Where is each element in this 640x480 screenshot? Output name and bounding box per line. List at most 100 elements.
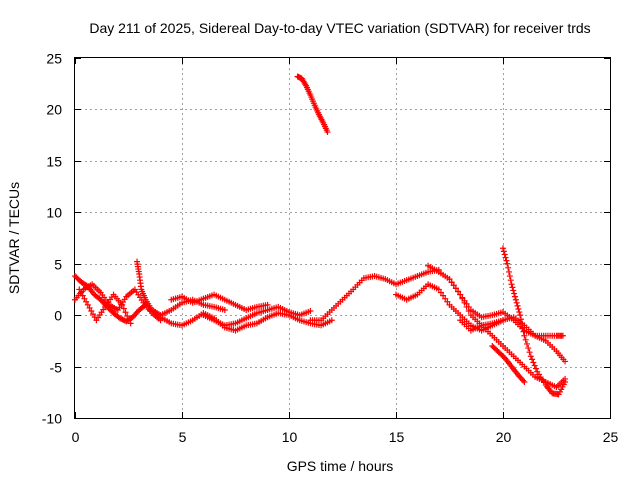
series-track-6 bbox=[168, 291, 271, 313]
data-point bbox=[86, 304, 93, 311]
data-point bbox=[221, 307, 228, 313]
data-point bbox=[500, 248, 507, 255]
data-point bbox=[511, 290, 518, 297]
data-point bbox=[76, 286, 83, 293]
data-point bbox=[507, 277, 514, 284]
data-point bbox=[509, 284, 516, 291]
data-point bbox=[517, 312, 524, 319]
data-point bbox=[532, 365, 539, 372]
data-point bbox=[505, 264, 512, 271]
data-point bbox=[437, 289, 444, 296]
data-point bbox=[562, 358, 569, 365]
x-tick-label: 0 bbox=[72, 429, 80, 445]
data-point bbox=[504, 260, 511, 267]
data-point bbox=[324, 129, 331, 136]
data-point bbox=[79, 292, 86, 299]
y-tick-label: 25 bbox=[46, 51, 62, 67]
series-track-14 bbox=[489, 343, 528, 385]
series-track-3 bbox=[76, 286, 134, 327]
data-point bbox=[77, 289, 84, 296]
data-point bbox=[501, 251, 508, 258]
data-point bbox=[521, 332, 528, 339]
data-point bbox=[89, 311, 96, 318]
y-tick-label: 20 bbox=[46, 102, 62, 118]
x-tick-label: 5 bbox=[179, 429, 187, 445]
data-point bbox=[508, 281, 515, 288]
data-point bbox=[502, 254, 509, 261]
data-point bbox=[463, 303, 470, 310]
data-point bbox=[519, 324, 526, 331]
data-point bbox=[124, 312, 131, 319]
data-point bbox=[506, 273, 513, 280]
data-point bbox=[520, 328, 527, 335]
x-axis-label: GPS time / hours bbox=[287, 458, 394, 474]
y-tick-label: 15 bbox=[46, 154, 62, 170]
data-point bbox=[500, 245, 506, 252]
data-point bbox=[513, 299, 520, 306]
data-point bbox=[442, 295, 449, 302]
series-track-8 bbox=[294, 73, 331, 136]
chart-title: Day 211 of 2025, Sidereal Day-to-day VTE… bbox=[89, 20, 590, 36]
y-tick-label: 5 bbox=[54, 257, 62, 273]
data-point bbox=[459, 295, 466, 302]
data-point bbox=[515, 305, 522, 312]
data-point bbox=[461, 299, 468, 306]
series-track-15 bbox=[500, 245, 569, 398]
data-point bbox=[516, 309, 523, 316]
x-tick-label: 15 bbox=[389, 429, 405, 445]
series-track-7 bbox=[200, 303, 314, 329]
data-point bbox=[440, 292, 447, 299]
data-point bbox=[83, 298, 90, 305]
x-tick-label: 20 bbox=[496, 429, 512, 445]
x-tick-label: 25 bbox=[603, 429, 619, 445]
data-point bbox=[435, 286, 442, 293]
data-point bbox=[84, 301, 91, 308]
data-point bbox=[122, 309, 129, 316]
data-point bbox=[518, 320, 525, 327]
data-point bbox=[503, 257, 510, 264]
x-tick-labels: 0 5 10 15 20 25 bbox=[72, 429, 619, 445]
data-point bbox=[446, 276, 453, 283]
data-point bbox=[127, 320, 134, 327]
data-point bbox=[527, 353, 534, 360]
data-series bbox=[72, 73, 569, 398]
data-point bbox=[120, 305, 127, 312]
data-point bbox=[526, 349, 533, 356]
data-point bbox=[525, 345, 532, 352]
data-point bbox=[510, 287, 517, 294]
data-point bbox=[328, 317, 335, 324]
data-point bbox=[444, 298, 451, 305]
data-point bbox=[457, 291, 464, 298]
y-axis-label: SDTVAR / TECUs bbox=[6, 182, 22, 294]
data-point bbox=[523, 340, 530, 347]
data-point bbox=[264, 301, 271, 308]
y-tick-label: 0 bbox=[54, 308, 62, 324]
y-tick-label: -10 bbox=[42, 411, 62, 427]
data-point bbox=[450, 282, 457, 289]
data-point bbox=[522, 336, 529, 343]
data-point bbox=[562, 379, 569, 385]
x-tick-label: 10 bbox=[282, 429, 298, 445]
data-point bbox=[448, 279, 455, 286]
data-point bbox=[514, 302, 521, 309]
data-point bbox=[455, 288, 462, 295]
data-point bbox=[530, 359, 537, 366]
y-tick-label: 10 bbox=[46, 205, 62, 221]
data-point bbox=[521, 379, 528, 385]
plot-frame bbox=[74, 57, 611, 419]
data-point bbox=[125, 316, 132, 323]
data-point bbox=[511, 293, 518, 300]
data-point bbox=[81, 295, 88, 302]
data-point bbox=[88, 308, 95, 315]
data-point bbox=[531, 362, 538, 369]
data-point bbox=[465, 308, 472, 315]
data-point bbox=[307, 308, 314, 315]
data-point bbox=[505, 268, 512, 275]
data-point bbox=[517, 316, 524, 323]
y-tick-labels: -10 -5 0 5 10 15 20 25 bbox=[42, 51, 62, 427]
data-point bbox=[119, 301, 126, 308]
y-tick-label: -5 bbox=[50, 360, 63, 376]
data-point bbox=[452, 285, 459, 292]
